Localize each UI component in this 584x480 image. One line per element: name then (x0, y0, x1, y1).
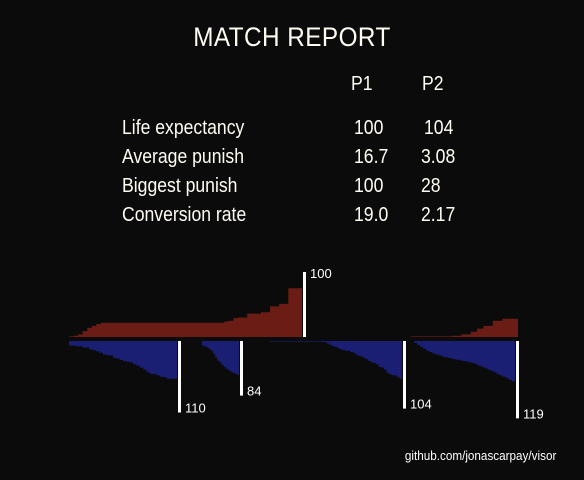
p2-stock-label-3: 104 (410, 397, 432, 412)
p1-punish-area-1 (69, 288, 302, 337)
p2-punish-area-4 (414, 341, 515, 382)
p2-stock-marker-2 (240, 341, 243, 396)
p2-stock-label-2: 84 (247, 384, 261, 399)
p2-stock-marker-4 (516, 341, 519, 419)
cell-average-punish-p1: 16.7 (354, 146, 389, 168)
cell-conversion-rate-p2: 2.17 (421, 204, 456, 226)
cell-average-punish-p2: 3.08 (421, 146, 456, 168)
p1-stock-label-1: 100 (310, 266, 332, 281)
p2-stock-label-4: 119 (523, 406, 544, 421)
p2-punish-area-3 (270, 341, 402, 379)
p2-stock-marker-3 (403, 341, 406, 409)
cell-biggest-punish-p1: 100 (354, 175, 384, 197)
row-label-life-expectancy: Life expectancy (122, 117, 245, 139)
p1-punish-area-2 (411, 318, 518, 337)
column-header-p1: P1 (351, 73, 373, 95)
p1-stock-marker-1 (303, 272, 306, 337)
p2-punish-area-2 (202, 341, 239, 375)
cell-life-expectancy-p2: 104 (424, 117, 454, 139)
p2-stock-label-1: 110 (185, 401, 206, 416)
column-header-p2: P2 (422, 73, 444, 95)
footer-credit: github.com/jonascarpay/visor (404, 448, 556, 463)
row-label-conversion-rate: Conversion rate (122, 204, 247, 226)
p2-stock-marker-1 (178, 341, 181, 413)
cell-conversion-rate-p1: 19.0 (354, 204, 389, 226)
row-label-biggest-punish: Biggest punish (122, 175, 238, 197)
cell-life-expectancy-p1: 100 (354, 117, 384, 139)
report-title: MATCH REPORT (193, 22, 391, 52)
cell-biggest-punish-p2: 28 (421, 175, 441, 197)
p2-punish-area-1 (69, 341, 177, 379)
row-label-average-punish: Average punish (122, 146, 244, 168)
